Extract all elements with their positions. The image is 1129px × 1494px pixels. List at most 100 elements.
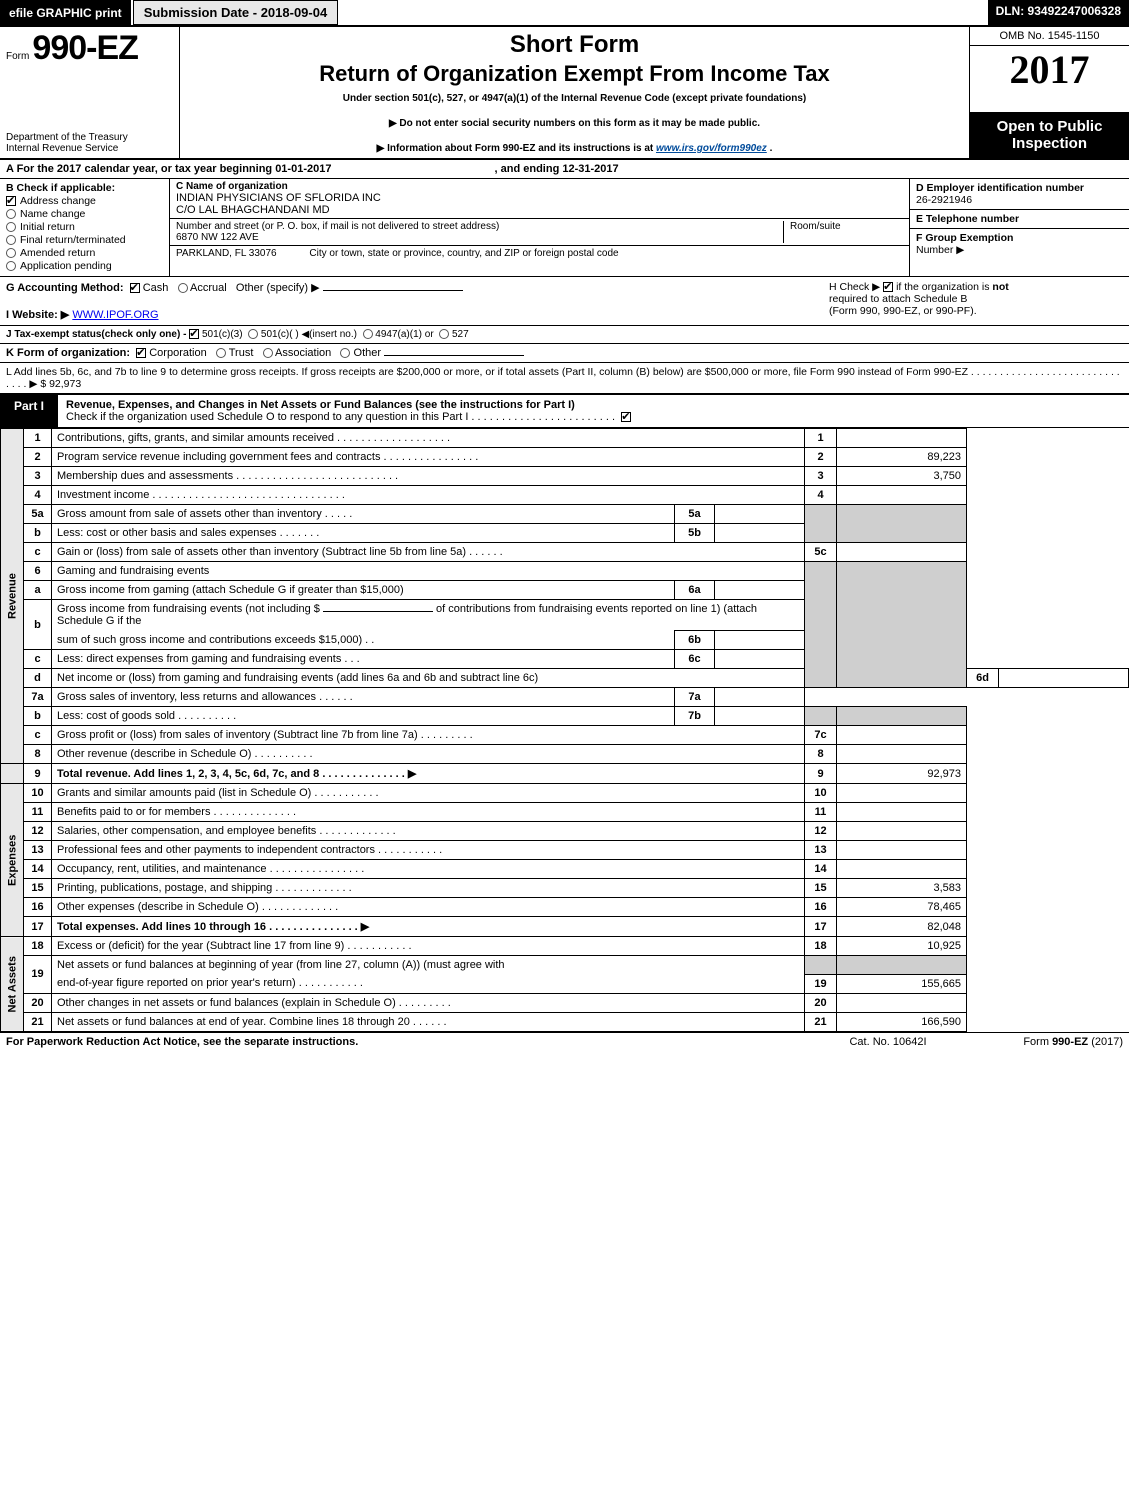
j-4947-icon[interactable] xyxy=(363,329,373,339)
irs-link[interactable]: www.irs.gov/form990ez xyxy=(656,143,767,154)
table-row: 2 Program service revenue including gove… xyxy=(1,448,1129,467)
section-b: B Check if applicable: Address change Na… xyxy=(0,179,170,276)
radio-icon xyxy=(6,235,16,245)
side-expenses: Expenses xyxy=(1,784,24,937)
line-val: 89,223 xyxy=(837,448,967,467)
radio-icon xyxy=(6,261,16,271)
line-desc: Total revenue. Add lines 1, 2, 3, 4, 5c,… xyxy=(52,764,805,784)
form-number: 990-EZ xyxy=(32,29,138,67)
grey-cell xyxy=(837,707,967,726)
omb-number: OMB No. 1545-1150 xyxy=(970,27,1129,46)
mid-label: 6b xyxy=(675,631,715,650)
line-desc: Salaries, other compensation, and employ… xyxy=(52,822,805,841)
part1-schedo-checkbox-icon[interactable] xyxy=(621,412,631,422)
line-desc: Excess or (deficit) for the year (Subtra… xyxy=(52,937,805,956)
k-assoc-icon[interactable] xyxy=(263,348,273,358)
line-num: b xyxy=(24,524,52,543)
radio-icon xyxy=(6,248,16,258)
line-num: 9 xyxy=(24,764,52,784)
j-501c3-icon[interactable] xyxy=(189,329,199,339)
line-num: a xyxy=(24,581,52,600)
mid-val xyxy=(715,650,805,669)
line-val xyxy=(837,993,967,1012)
dept-treasury: Department of the Treasury Internal Reve… xyxy=(6,132,173,154)
f-label-2: Number ▶ xyxy=(916,244,1123,256)
section-l: L Add lines 5b, 6c, and 7b to line 9 to … xyxy=(0,363,1129,395)
line-desc: Other revenue (describe in Schedule O) .… xyxy=(52,745,805,764)
grey-cell xyxy=(805,505,837,543)
line-numcol: 2 xyxy=(805,448,837,467)
part1-header: Part I Revenue, Expenses, and Changes in… xyxy=(0,395,1129,428)
g-other-input[interactable] xyxy=(323,290,463,291)
k-trust-icon[interactable] xyxy=(216,348,226,358)
table-row: Net Assets 18 Excess or (deficit) for th… xyxy=(1,937,1129,956)
cash-checkbox-icon[interactable] xyxy=(130,283,140,293)
mid-label: 5a xyxy=(675,505,715,524)
accrual-radio-icon[interactable] xyxy=(178,283,188,293)
line-val xyxy=(837,841,967,860)
line-desc: Professional fees and other payments to … xyxy=(52,841,805,860)
line-desc: Gross amount from sale of assets other t… xyxy=(52,505,675,524)
website-link[interactable]: WWW.IPOF.ORG xyxy=(72,309,158,321)
check-address-change[interactable]: Address change xyxy=(6,195,163,207)
org-name-1: INDIAN PHYSICIANS OF SFLORIDA INC xyxy=(176,192,903,204)
gh-row: G Accounting Method: Cash Accrual Other … xyxy=(0,277,1129,326)
i-label: I Website: ▶ xyxy=(6,309,69,321)
ein-value: 26-2921946 xyxy=(916,194,1123,206)
line-num: c xyxy=(24,650,52,669)
k-other-icon[interactable] xyxy=(340,348,350,358)
check-final-return[interactable]: Final return/terminated xyxy=(6,234,163,246)
line-numcol: 1 xyxy=(805,429,837,448)
line-desc: Net assets or fund balances at beginning… xyxy=(52,956,805,975)
table-row: 12 Salaries, other compensation, and emp… xyxy=(1,822,1129,841)
table-row: 6 Gaming and fundraising events xyxy=(1,562,1129,581)
line-val xyxy=(837,822,967,841)
check-amended-return[interactable]: Amended return xyxy=(6,247,163,259)
check-name-change[interactable]: Name change xyxy=(6,208,163,220)
check-label: Initial return xyxy=(20,221,75,233)
g-cash: Cash xyxy=(143,282,169,294)
check-application-pending[interactable]: Application pending xyxy=(6,260,163,272)
line-numcol: 15 xyxy=(805,879,837,898)
line-desc: Printing, publications, postage, and shi… xyxy=(52,879,805,898)
line-num: 10 xyxy=(24,784,52,803)
j-527-icon[interactable] xyxy=(439,329,449,339)
line-val: 3,583 xyxy=(837,879,967,898)
k-corp-icon[interactable] xyxy=(136,348,146,358)
footer: For Paperwork Reduction Act Notice, see … xyxy=(0,1032,1129,1051)
l17-bold: Total expenses. Add lines 10 through 16 … xyxy=(57,921,369,933)
table-row: c Gross profit or (loss) from sales of i… xyxy=(1,726,1129,745)
table-row: c Gain or (loss) from sale of assets oth… xyxy=(1,543,1129,562)
c-city-block: PARKLAND, FL 33076 City or town, state o… xyxy=(170,246,909,261)
line-desc: Membership dues and assessments . . . . … xyxy=(52,467,805,486)
h-checkbox-icon[interactable] xyxy=(883,282,893,292)
table-row-total: 17 Total expenses. Add lines 10 through … xyxy=(1,917,1129,937)
j-501c-icon[interactable] xyxy=(248,329,258,339)
k-other-input[interactable] xyxy=(384,355,524,356)
efile-print-button[interactable]: efile GRAPHIC print xyxy=(0,0,131,25)
h-2: required to attach Schedule B xyxy=(829,293,967,305)
line-desc: Gaming and fundraising events xyxy=(52,562,805,581)
k-label: K Form of organization: xyxy=(6,347,130,359)
line-num: 6 xyxy=(24,562,52,581)
line-numcol: 14 xyxy=(805,860,837,879)
grey-cell xyxy=(805,707,837,726)
line-num: b xyxy=(24,600,52,650)
line-num: 15 xyxy=(24,879,52,898)
line-numcol: 6d xyxy=(967,669,999,688)
financial-table: Revenue 1 Contributions, gifts, grants, … xyxy=(0,428,1129,1032)
check-label: Name change xyxy=(20,208,85,220)
city-value: PARKLAND, FL 33076 xyxy=(176,248,277,259)
table-row: Revenue 1 Contributions, gifts, grants, … xyxy=(1,429,1129,448)
line-num: c xyxy=(24,726,52,745)
check-label: Final return/terminated xyxy=(20,234,126,246)
section-e: E Telephone number xyxy=(910,210,1129,229)
l6b-amount-input[interactable] xyxy=(323,611,433,612)
line-desc: Other changes in net assets or fund bala… xyxy=(52,993,805,1012)
check-initial-return[interactable]: Initial return xyxy=(6,221,163,233)
line-numcol: 16 xyxy=(805,898,837,917)
line-numcol: 18 xyxy=(805,937,837,956)
side-blank xyxy=(1,764,24,784)
line-num: 4 xyxy=(24,486,52,505)
open-line-2: Inspection xyxy=(974,135,1125,152)
